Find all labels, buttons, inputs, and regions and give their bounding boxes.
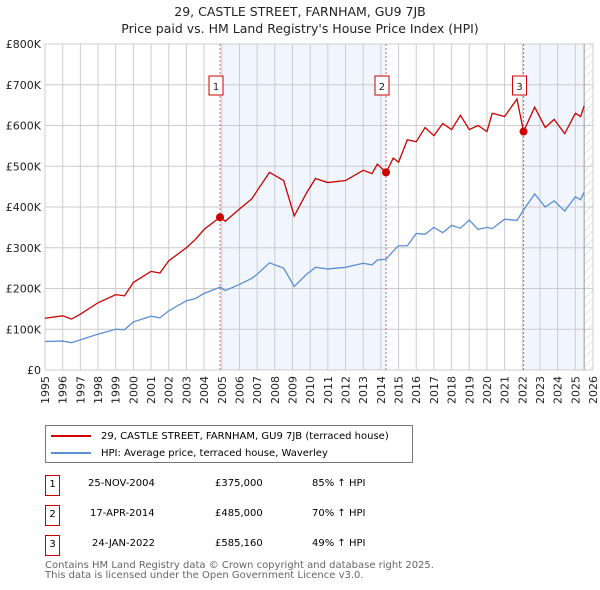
- sale-date: 25-NOV-2004: [88, 478, 155, 489]
- y-tick-label: £600K: [6, 120, 42, 133]
- sale-label: 2: [379, 82, 385, 93]
- y-tick-label: £800K: [6, 38, 42, 51]
- x-tick-label: 2009: [286, 376, 299, 404]
- legend: 29, CASTLE STREET, FARNHAM, GU9 7JB (ter…: [45, 425, 413, 463]
- x-tick-label: 2020: [481, 376, 494, 404]
- sale-label-box: [374, 75, 390, 96]
- sale-row-2: 2 17-APR-2014 £485,000 70% ↑ HPI: [45, 505, 465, 526]
- sale-row-3: 3 24-JAN-2022 £585,160 49% ↑ HPI: [45, 535, 465, 556]
- sale-point: [216, 213, 225, 222]
- sale-date: 17-APR-2014: [90, 508, 155, 519]
- x-tick-label: 2023: [534, 376, 547, 404]
- legend-label: HPI: Average price, terraced house, Wave…: [101, 447, 328, 459]
- x-tick-label: 2007: [251, 376, 264, 404]
- footer-line: This data is licensed under the Open Gov…: [45, 570, 364, 581]
- legend-item-property: 29, CASTLE STREET, FARNHAM, GU9 7JB (ter…: [46, 428, 389, 444]
- x-tick-label: 1997: [74, 376, 87, 404]
- x-tick-label: 2024: [552, 376, 565, 404]
- x-tick-label: 2018: [446, 376, 459, 404]
- x-tick-label: 2011: [322, 376, 335, 404]
- sale-label-box: [512, 75, 528, 96]
- y-tick-label: £700K: [6, 79, 42, 92]
- plot-area: 1995 1996 1997 1998 1999 2000 2001 2002 2003 2004…: [6, 38, 600, 404]
- legend-line-blue: [51, 452, 91, 454]
- legend-line-red: [51, 435, 91, 437]
- x-tick-label: 1999: [110, 376, 123, 404]
- footer-line: Contains HM Land Registry data © Crown c…: [45, 560, 434, 571]
- sale-hpi: 49% ↑ HPI: [312, 538, 366, 549]
- sale-point: [381, 168, 390, 177]
- x-tick-label: 2019: [463, 376, 476, 404]
- x-tick-label: 2026: [587, 376, 600, 404]
- x-tick-label: 1998: [92, 376, 105, 404]
- x-tick-label: 2002: [163, 376, 176, 404]
- chart-subtitle: Price paid vs. HM Land Registry's House …: [121, 21, 479, 36]
- x-tick-label: 1996: [57, 376, 70, 404]
- x-tick-label: 1995: [39, 376, 52, 404]
- sale-marker-box: 1: [45, 475, 60, 496]
- x-tick-label: 2022: [516, 376, 529, 404]
- sale-marker-box: 2: [45, 505, 60, 526]
- x-tick-label: 2017: [428, 376, 441, 404]
- legend-label: 29, CASTLE STREET, FARNHAM, GU9 7JB (ter…: [101, 430, 389, 442]
- y-tick-label: £400K: [6, 201, 42, 214]
- footer: Contains HM Land Registry data © Crown c…: [45, 561, 434, 581]
- x-tick-label: 2000: [127, 376, 140, 404]
- sale-row-1: 1 25-NOV-2004 £375,000 85% ↑ HPI: [45, 475, 465, 496]
- x-tick-label: 2003: [180, 376, 193, 404]
- sale-label: 3: [516, 82, 522, 93]
- sale-price: £585,160: [215, 538, 263, 549]
- chart-title: 29, CASTLE STREET, FARNHAM, GU9 7JB: [174, 4, 426, 19]
- legend-item-hpi: HPI: Average price, terraced house, Wave…: [46, 445, 328, 461]
- sale-label-box: [208, 75, 224, 96]
- sale-hpi: 85% ↑ HPI: [312, 478, 366, 489]
- x-tick-label: 2005: [216, 376, 229, 404]
- x-tick-label: 2015: [393, 376, 406, 404]
- sale-price: £485,000: [215, 508, 263, 519]
- x-tick-label: 2025: [569, 376, 582, 404]
- x-tick-label: 2004: [198, 376, 211, 404]
- sale-price: £375,000: [215, 478, 263, 489]
- x-tick-label: 2021: [499, 376, 512, 404]
- y-tick-label: £0: [27, 364, 41, 377]
- sale-marker-box: 3: [45, 535, 60, 556]
- y-tick-label: £200K: [6, 283, 42, 296]
- x-tick-label: 2010: [304, 376, 317, 404]
- x-tick-label: 2001: [145, 376, 158, 404]
- x-tick-label: 2006: [233, 376, 246, 404]
- series-line-hpi: [44, 191, 585, 344]
- series-line-property: [44, 97, 585, 320]
- sale-point: [519, 127, 528, 136]
- x-tick-label: 2008: [269, 376, 282, 404]
- y-tick-label: £500K: [6, 160, 42, 173]
- sale-date: 24-JAN-2022: [92, 538, 156, 549]
- sale-label: 1: [213, 82, 219, 93]
- x-tick-label: 2012: [340, 376, 353, 404]
- y-tick-label: £300K: [6, 242, 42, 255]
- x-tick-label: 2016: [410, 376, 423, 404]
- x-tick-label: 2014: [375, 376, 388, 404]
- y-tick-label: £100K: [6, 323, 42, 336]
- x-tick-label: 2013: [357, 376, 370, 404]
- sale-hpi: 70% ↑ HPI: [312, 508, 366, 519]
